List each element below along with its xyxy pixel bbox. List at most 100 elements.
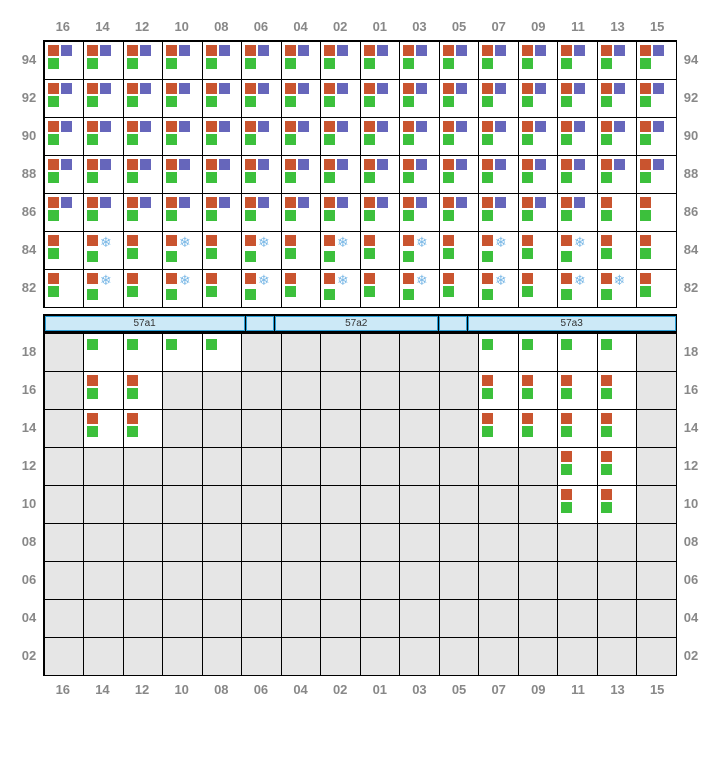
rack-cell[interactable] — [84, 448, 123, 485]
rack-cell[interactable] — [598, 80, 637, 117]
rack-cell[interactable] — [282, 562, 321, 599]
rack-cell[interactable] — [400, 118, 439, 155]
rack-cell[interactable] — [400, 486, 439, 523]
rack-cell[interactable] — [637, 486, 676, 523]
rack-cell[interactable] — [321, 524, 360, 561]
rack-cell[interactable] — [558, 638, 597, 675]
rack-cell[interactable] — [519, 486, 558, 523]
rack-cell[interactable] — [45, 600, 84, 637]
rack-cell[interactable] — [361, 410, 400, 447]
rack-cell[interactable] — [203, 42, 242, 79]
rack-cell[interactable] — [45, 410, 84, 447]
rack-cell[interactable] — [124, 194, 163, 231]
rack-cell[interactable] — [479, 334, 518, 371]
rack-cell[interactable] — [124, 524, 163, 561]
rack-cell[interactable] — [203, 524, 242, 561]
rack-cell[interactable] — [45, 80, 84, 117]
rack-cell[interactable] — [637, 232, 676, 269]
rack-cell[interactable] — [440, 486, 479, 523]
rack-cell[interactable] — [558, 372, 597, 409]
rack-cell[interactable] — [361, 80, 400, 117]
rack-cell[interactable] — [282, 80, 321, 117]
rack-cell[interactable] — [479, 448, 518, 485]
rack-cell[interactable] — [163, 410, 202, 447]
rack-cell[interactable] — [400, 448, 439, 485]
rack-cell[interactable]: ❄ — [558, 232, 597, 269]
rack-cell[interactable] — [163, 372, 202, 409]
rack-cell[interactable] — [321, 334, 360, 371]
rack-cell[interactable] — [45, 448, 84, 485]
rack-cell[interactable] — [558, 410, 597, 447]
rack-cell[interactable] — [242, 410, 281, 447]
rack-cell[interactable] — [519, 638, 558, 675]
rack-cell[interactable] — [440, 194, 479, 231]
rack-cell[interactable] — [163, 118, 202, 155]
rack-cell[interactable] — [440, 600, 479, 637]
rack-cell[interactable] — [124, 486, 163, 523]
rack-cell[interactable] — [519, 232, 558, 269]
rack-cell[interactable] — [598, 524, 637, 561]
rack-cell[interactable] — [479, 600, 518, 637]
rack-cell[interactable] — [361, 638, 400, 675]
rack-cell[interactable] — [558, 80, 597, 117]
rack-cell[interactable] — [203, 410, 242, 447]
rack-cell[interactable] — [282, 334, 321, 371]
rack-cell[interactable] — [519, 334, 558, 371]
rack-cell[interactable] — [519, 448, 558, 485]
rack-cell[interactable] — [361, 562, 400, 599]
rack-cell[interactable] — [45, 486, 84, 523]
rack-cell[interactable] — [84, 562, 123, 599]
rack-cell[interactable] — [124, 118, 163, 155]
rack-cell[interactable]: ❄ — [479, 232, 518, 269]
rack-cell[interactable] — [124, 562, 163, 599]
rack-cell[interactable] — [361, 118, 400, 155]
rack-cell[interactable] — [321, 194, 360, 231]
rack-cell[interactable] — [598, 410, 637, 447]
rack-cell[interactable] — [479, 524, 518, 561]
rack-cell[interactable] — [637, 638, 676, 675]
rack-cell[interactable] — [282, 410, 321, 447]
rack-cell[interactable] — [440, 372, 479, 409]
rack-cell[interactable] — [163, 600, 202, 637]
rack-cell[interactable] — [203, 448, 242, 485]
rack-cell[interactable] — [282, 600, 321, 637]
rack-cell[interactable] — [400, 372, 439, 409]
rack-cell[interactable] — [321, 562, 360, 599]
rack-cell[interactable]: ❄ — [242, 270, 281, 307]
rack-cell[interactable] — [400, 42, 439, 79]
rack-cell[interactable] — [242, 638, 281, 675]
rack-cell[interactable]: ❄ — [598, 270, 637, 307]
rack-cell[interactable]: ❄ — [163, 270, 202, 307]
rack-cell[interactable] — [598, 42, 637, 79]
rack-cell[interactable] — [440, 562, 479, 599]
rack-cell[interactable] — [637, 524, 676, 561]
rack-cell[interactable] — [242, 486, 281, 523]
rack-cell[interactable] — [558, 600, 597, 637]
rack-cell[interactable] — [598, 562, 637, 599]
rack-cell[interactable] — [203, 372, 242, 409]
rack-cell[interactable] — [282, 232, 321, 269]
rack-cell[interactable] — [124, 410, 163, 447]
rack-cell[interactable] — [361, 372, 400, 409]
rack-cell[interactable] — [282, 524, 321, 561]
rack-cell[interactable] — [242, 42, 281, 79]
rack-cell[interactable] — [84, 600, 123, 637]
rack-cell[interactable] — [203, 486, 242, 523]
rack-cell[interactable] — [637, 194, 676, 231]
rack-cell[interactable] — [361, 448, 400, 485]
rack-cell[interactable] — [519, 410, 558, 447]
rack-cell[interactable] — [321, 600, 360, 637]
rack-cell[interactable] — [321, 638, 360, 675]
rack-cell[interactable] — [84, 118, 123, 155]
rack-cell[interactable] — [637, 334, 676, 371]
rack-cell[interactable] — [361, 270, 400, 307]
rack-cell[interactable] — [45, 524, 84, 561]
rack-cell[interactable] — [282, 118, 321, 155]
rack-cell[interactable] — [361, 600, 400, 637]
rack-cell[interactable] — [242, 600, 281, 637]
rack-cell[interactable] — [479, 194, 518, 231]
rack-cell[interactable] — [84, 410, 123, 447]
rack-cell[interactable] — [637, 448, 676, 485]
rack-cell[interactable] — [519, 42, 558, 79]
rack-cell[interactable] — [163, 638, 202, 675]
